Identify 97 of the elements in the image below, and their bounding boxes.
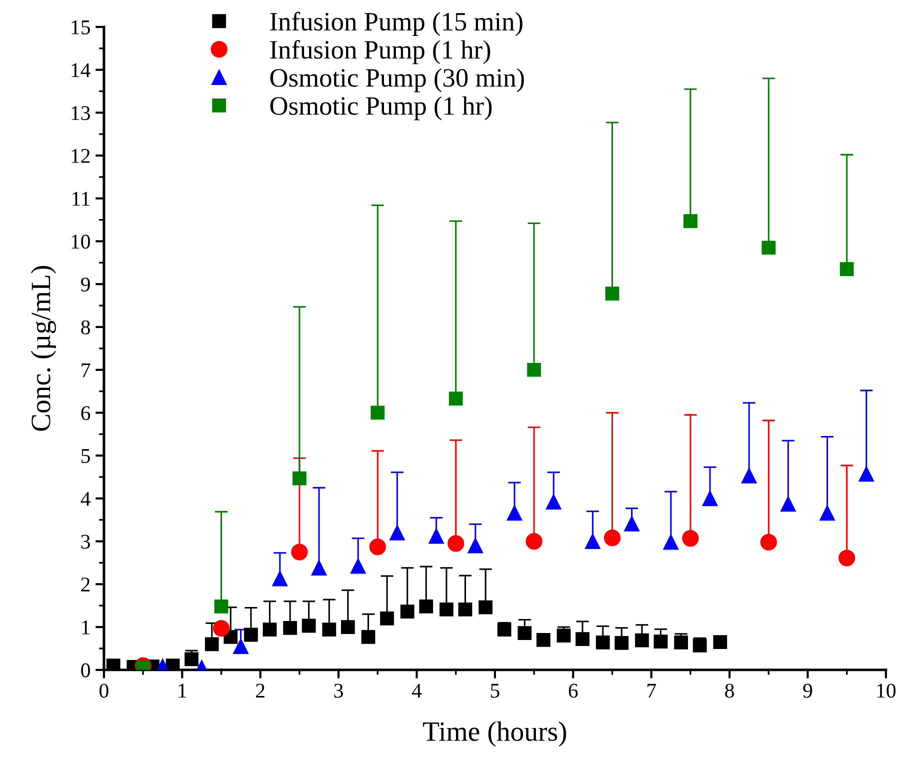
legend-label: Infusion Pump (15 min) (270, 12, 522, 36)
point (322, 622, 336, 637)
point (419, 600, 434, 614)
y-tick-label: 11 (72, 192, 90, 206)
x-tick-label: 5 (490, 684, 500, 698)
point (762, 240, 776, 255)
point (468, 538, 484, 554)
y-tick-label: 12 (72, 148, 90, 163)
point (361, 630, 376, 644)
point (212, 620, 230, 637)
x-tick-label: 9 (803, 684, 812, 698)
point (428, 528, 444, 544)
y-tick-label: 15 (72, 20, 90, 34)
point (585, 534, 600, 549)
point (400, 604, 414, 619)
x-tick-label: 8 (725, 684, 734, 698)
legend-label: Infusion Pump (1 hr) (270, 40, 490, 64)
point (663, 534, 679, 550)
y-tick-label: 6 (81, 406, 90, 420)
point (635, 633, 649, 648)
point (838, 550, 856, 566)
point (204, 637, 219, 652)
point (596, 636, 610, 650)
point (283, 620, 298, 635)
y-axis-title: Conc. (µg/mL) (30, 266, 56, 431)
point (369, 538, 386, 556)
point (370, 406, 385, 420)
x-axis-title: Time (hours) (423, 721, 566, 747)
point (166, 658, 180, 670)
point (506, 505, 522, 521)
point (536, 632, 550, 647)
x-tick-label: 10 (877, 684, 896, 698)
point (244, 628, 258, 642)
point (702, 490, 718, 506)
x-tick-label: 7 (647, 684, 656, 698)
x-tick-label: 1 (178, 684, 186, 698)
point (292, 471, 306, 486)
y-tick-label: 0 (81, 663, 90, 678)
point (340, 620, 355, 634)
y-tick-label: 4 (80, 492, 90, 506)
point (780, 496, 796, 512)
point (233, 638, 248, 654)
point (682, 530, 699, 547)
point (527, 362, 541, 377)
point (478, 600, 492, 614)
point (654, 634, 668, 649)
y-tick-label: 13 (72, 106, 90, 120)
y-tick-label: 3 (81, 534, 90, 549)
point (556, 628, 571, 643)
point (497, 622, 512, 637)
point (604, 530, 621, 546)
point (526, 532, 542, 550)
point (576, 632, 590, 646)
point (448, 392, 463, 406)
y-tick-label: 2 (81, 578, 90, 592)
point (458, 602, 472, 616)
point (390, 525, 405, 540)
point (858, 466, 874, 482)
point (692, 638, 707, 652)
point (311, 560, 327, 576)
y-tick-label: 5 (82, 449, 90, 464)
legend-label: Osmotic Pump (30 min) (270, 68, 524, 92)
point (741, 468, 757, 484)
point (106, 658, 120, 670)
point (184, 652, 198, 666)
point (760, 534, 777, 550)
point (546, 494, 562, 510)
point (440, 602, 454, 616)
x-tick-label: 6 (568, 684, 578, 698)
point (820, 505, 835, 521)
y-tick-label: 8 (81, 320, 90, 334)
x-tick-label: 3 (334, 684, 343, 698)
point (214, 600, 228, 614)
point (350, 558, 366, 574)
x-tick-label: 0 (100, 684, 108, 698)
point (624, 516, 640, 532)
point (380, 612, 394, 626)
x-tick-label: 2 (256, 684, 264, 698)
point (518, 626, 532, 640)
point (614, 636, 629, 650)
point (448, 535, 464, 552)
x-tick-label: 4 (412, 684, 422, 698)
y-tick-label: 1 (82, 620, 90, 634)
point (262, 622, 277, 637)
y-tick-label: 7 (82, 363, 90, 378)
y-tick-label: 10 (72, 234, 90, 249)
point (291, 544, 308, 560)
point (713, 635, 728, 649)
point (683, 214, 698, 228)
point (302, 618, 316, 633)
point (605, 286, 620, 301)
y-tick-label: 9 (81, 278, 90, 292)
point (840, 262, 854, 276)
point (674, 636, 688, 650)
legend-label: Osmotic Pump (1 hr) (270, 96, 492, 120)
point (272, 570, 288, 586)
y-tick-label: 14 (72, 63, 90, 78)
